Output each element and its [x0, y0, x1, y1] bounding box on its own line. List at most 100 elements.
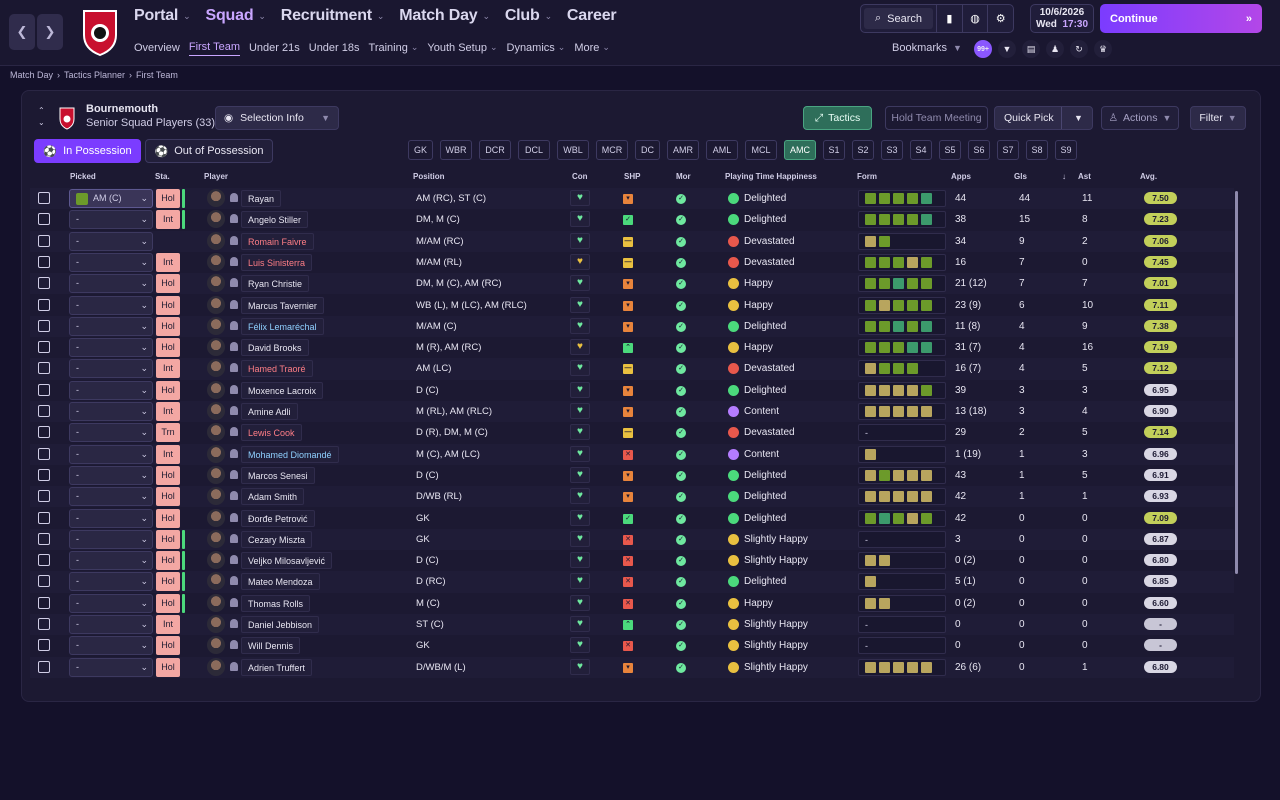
- out-of-possession-tab[interactable]: ⚽ Out of Possession: [145, 139, 273, 163]
- forward-arrow-icon[interactable]: ❯: [37, 14, 63, 50]
- col-header-average[interactable]: Avg.: [1140, 172, 1158, 181]
- table-row[interactable]: - ⌄ Trn Lewis Cook D (R), DM, M (C) ♥ — ✓ Devast…: [30, 422, 1234, 443]
- picked-position-select[interactable]: - ⌄: [69, 231, 153, 251]
- globe-icon[interactable]: ◍: [961, 5, 988, 32]
- table-row[interactable]: - ⌄ Hol Adrien Truffert D/WB/M (L) ♥ ▾ ✓ Slightl…: [30, 656, 1234, 678]
- position-s4[interactable]: S4: [910, 140, 932, 160]
- picked-position-select[interactable]: - ⌄: [69, 465, 153, 485]
- table-row[interactable]: AM (C) ⌄ Hol Rayan AM (RC), ST (C) ♥ ▾ ✓ Delight…: [30, 188, 1234, 210]
- in-possession-tab[interactable]: ⚽ In Possession: [34, 139, 141, 163]
- form-cell[interactable]: [858, 190, 946, 207]
- table-row[interactable]: - ⌄ Hol Đorđe Petrović GK ♥ ✓ ✓ Delighted 42 0 0 7.0…: [30, 508, 1234, 529]
- breadcrumb-item[interactable]: Match Day: [10, 70, 54, 80]
- picked-position-select[interactable]: - ⌄: [69, 508, 153, 528]
- picked-position-select[interactable]: - ⌄: [69, 402, 153, 421]
- form-cell[interactable]: [858, 339, 946, 357]
- form-cell[interactable]: [858, 658, 946, 676]
- bookmarks-dropdown[interactable]: Bookmarks ▼: [892, 42, 962, 54]
- table-row[interactable]: - ⌄ Hol Ryan Christie DM, M (C), AM (RC) ♥ ▾ ✓ H…: [30, 273, 1234, 295]
- nav-career[interactable]: Career: [567, 7, 617, 25]
- status-badge[interactable]: Int: [156, 444, 180, 464]
- subnav-under-21s[interactable]: Under 21s: [249, 41, 300, 56]
- picked-position-select[interactable]: - ⌄: [69, 252, 153, 272]
- col-header-form[interactable]: Form: [857, 172, 877, 181]
- status-badge[interactable]: Int: [156, 359, 180, 379]
- picked-position-select[interactable]: - ⌄: [69, 636, 153, 656]
- filter-dropdown[interactable]: Filter ▼: [1190, 106, 1246, 130]
- form-cell[interactable]: [858, 317, 946, 335]
- position-s6[interactable]: S6: [968, 140, 990, 160]
- continue-button[interactable]: Continue »: [1100, 4, 1262, 33]
- picked-position-select[interactable]: - ⌄: [69, 423, 153, 443]
- table-row[interactable]: - ⌄ Int Angelo Stiller DM, M (C) ♥ ✓ ✓ Delighted…: [30, 209, 1234, 230]
- pick-checkbox[interactable]: [38, 341, 50, 354]
- nav-club[interactable]: Club ⌄: [505, 7, 552, 25]
- form-cell[interactable]: [858, 445, 946, 463]
- table-row[interactable]: - ⌄ Hol Marcus Tavernier WB (L), M (LC), AM …: [30, 295, 1234, 316]
- status-badge[interactable]: Hol: [156, 657, 180, 677]
- status-badge[interactable]: Hol: [156, 572, 180, 592]
- status-badge[interactable]: Int: [156, 252, 180, 272]
- col-header-apps[interactable]: Apps: [951, 172, 971, 181]
- pick-checkbox[interactable]: [38, 447, 50, 460]
- pick-checkbox[interactable]: [38, 319, 50, 332]
- subnav-training[interactable]: Training ⌄: [369, 41, 419, 56]
- table-row[interactable]: - ⌄ Hol Thomas Rolls M (C) ♥ ✕ ✓ Happy 0 (2) 0 0 6.6…: [30, 593, 1234, 614]
- player-name[interactable]: Hamed Traoré: [241, 360, 313, 378]
- actions-dropdown[interactable]: ♙ Actions ▼: [1101, 106, 1179, 130]
- player-name[interactable]: Lewis Cook: [241, 424, 302, 442]
- picked-position-select[interactable]: - ⌄: [69, 529, 153, 549]
- picked-position-select[interactable]: - ⌄: [69, 316, 153, 336]
- status-badge[interactable]: Hol: [156, 274, 180, 294]
- player-name[interactable]: Amine Adli: [241, 403, 298, 420]
- player-name[interactable]: Cezary Miszta: [241, 530, 313, 548]
- picked-position-select[interactable]: - ⌄: [69, 593, 153, 613]
- people-icon[interactable]: ♟: [1046, 40, 1064, 58]
- breadcrumb-item[interactable]: Tactics Planner: [64, 70, 126, 80]
- picked-position-select[interactable]: - ⌄: [69, 295, 153, 315]
- player-name[interactable]: Daniel Jebbison: [241, 616, 320, 633]
- table-row[interactable]: - ⌄ Hol Moxence Lacroix D (C) ♥ ▾ ✓ Delighted 39 3…: [30, 380, 1234, 401]
- player-name[interactable]: Mohamed Diomandé: [241, 445, 339, 463]
- table-row[interactable]: - ⌄ Int Daniel Jebbison ST (C) ♥ ⌃ ✓ Slightly Ha…: [30, 614, 1234, 636]
- col-header-player[interactable]: Player: [204, 172, 229, 181]
- picked-position-select[interactable]: - ⌄: [69, 444, 153, 464]
- picked-position-select[interactable]: - ⌄: [69, 657, 153, 677]
- player-name[interactable]: Félix Lemaréchal: [241, 317, 324, 335]
- nav-match-day[interactable]: Match Day ⌄: [399, 7, 490, 25]
- position-s2[interactable]: S2: [852, 140, 874, 160]
- form-cell[interactable]: [858, 360, 946, 378]
- pick-checkbox[interactable]: [38, 213, 50, 226]
- status-badge[interactable]: Int: [156, 402, 180, 421]
- clipboard-icon[interactable]: ▤: [1022, 40, 1040, 58]
- position-mcl[interactable]: MCL: [745, 140, 777, 160]
- status-badge[interactable]: Hol: [156, 189, 180, 208]
- pick-checkbox[interactable]: [38, 575, 50, 588]
- table-row[interactable]: - ⌄ Int Amine Adli M (RL), AM (RLC) ♥ ▾ ✓ Conten…: [30, 401, 1234, 423]
- col-header-picked[interactable]: Picked: [70, 172, 96, 181]
- pick-checkbox[interactable]: [38, 554, 50, 567]
- picked-position-select[interactable]: - ⌄: [69, 359, 153, 379]
- table-row[interactable]: - ⌄ Hol Will Dennis GK ♥ ✕ ✓ Slightly Happy -0 0 0-: [30, 635, 1234, 656]
- col-header-goals[interactable]: Gls: [1014, 172, 1027, 181]
- position-s5[interactable]: S5: [939, 140, 961, 160]
- subnav-overview[interactable]: Overview: [134, 41, 180, 56]
- picked-position-select[interactable]: - ⌄: [69, 210, 153, 230]
- hold-team-meeting-button[interactable]: Hold Team Meeting: [885, 106, 988, 130]
- status-badge[interactable]: Hol: [156, 487, 180, 507]
- pick-checkbox[interactable]: [38, 532, 50, 545]
- picked-position-select[interactable]: - ⌄: [69, 338, 153, 358]
- form-cell[interactable]: [858, 296, 946, 314]
- pick-checkbox[interactable]: [38, 277, 50, 290]
- player-name[interactable]: Romain Faivre: [241, 232, 314, 250]
- position-s9[interactable]: S9: [1055, 140, 1077, 160]
- position-dc[interactable]: DC: [635, 140, 660, 160]
- quick-pick-button[interactable]: Quick Pick ▼: [994, 106, 1093, 130]
- player-name[interactable]: Mateo Mendoza: [241, 573, 320, 591]
- pick-checkbox[interactable]: [38, 596, 50, 609]
- col-header-happiness[interactable]: Playing Time Happiness: [725, 172, 817, 181]
- chevron-down-icon[interactable]: ▼: [1074, 113, 1083, 123]
- pick-checkbox[interactable]: [38, 192, 50, 204]
- col-header-condition[interactable]: Con: [572, 172, 588, 181]
- picked-position-select[interactable]: - ⌄: [69, 615, 153, 634]
